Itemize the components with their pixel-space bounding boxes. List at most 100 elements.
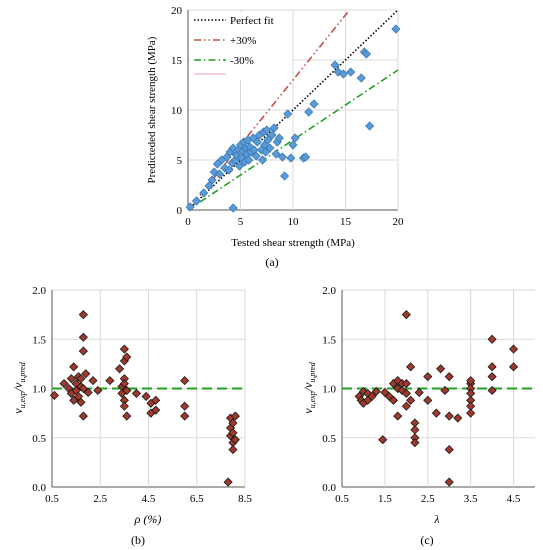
a-data-point bbox=[257, 155, 268, 165]
a-data-point bbox=[309, 99, 319, 109]
a-data-point bbox=[338, 69, 348, 79]
b-data-point bbox=[119, 401, 129, 411]
a-data-point bbox=[224, 165, 234, 175]
a-data-point bbox=[277, 152, 288, 162]
b-data-point bbox=[119, 344, 129, 354]
a-y-tick-label: 5 bbox=[177, 155, 183, 167]
c-data-point bbox=[406, 362, 416, 372]
b-data-point bbox=[59, 379, 69, 389]
a-data-point bbox=[365, 121, 375, 131]
b-data-point bbox=[78, 332, 88, 342]
c-data-point bbox=[423, 372, 433, 382]
a-data-point bbox=[204, 181, 214, 191]
b-data-point bbox=[66, 374, 76, 384]
b-y-tick-label: 0.5 bbox=[32, 433, 46, 445]
b-x-tick-label: 0.5 bbox=[45, 493, 59, 505]
a-data-point bbox=[361, 49, 372, 59]
a-data-point bbox=[290, 133, 300, 143]
b-y-tick-label: 1.5 bbox=[32, 334, 46, 346]
c-data-point bbox=[371, 386, 381, 397]
c-data-point bbox=[401, 379, 411, 389]
a-data-point bbox=[346, 67, 356, 77]
b-data-point bbox=[78, 346, 88, 356]
b-data-point bbox=[228, 428, 238, 438]
c-data-point bbox=[444, 477, 454, 487]
a-x-tick-label: 15 bbox=[340, 216, 352, 228]
panel-b-points bbox=[49, 310, 240, 487]
a-data-point bbox=[280, 171, 290, 181]
c-data-point bbox=[436, 364, 446, 374]
b-data-point bbox=[228, 445, 238, 455]
b-y-tick-label: 1.0 bbox=[32, 384, 46, 396]
panel-a-caption: (a) bbox=[265, 255, 278, 269]
a-data-point bbox=[265, 143, 275, 153]
c-data-point bbox=[444, 372, 454, 382]
a-data-point bbox=[244, 155, 254, 165]
b-x-tick-label: 8.5 bbox=[238, 493, 252, 505]
b-data-point bbox=[105, 376, 115, 386]
b-data-point bbox=[78, 310, 88, 320]
b-data-point bbox=[49, 390, 59, 400]
a-line-perfect-fit bbox=[187, 9, 399, 211]
legend-label-plus-30: +30% bbox=[230, 35, 256, 47]
a-data-point bbox=[228, 203, 238, 213]
a-data-point bbox=[234, 161, 245, 171]
c-data-point bbox=[487, 334, 497, 344]
b-data-point bbox=[81, 369, 91, 379]
panel-a-x-label: Tested shear strength (MPa) bbox=[231, 237, 355, 249]
c-data-point bbox=[508, 344, 519, 354]
c-x-tick-label: 4.5 bbox=[507, 493, 521, 505]
a-data-point bbox=[207, 175, 217, 185]
c-y-tick-label: 1.5 bbox=[322, 334, 336, 346]
panel-c-caption: (c) bbox=[420, 533, 433, 547]
a-data-point bbox=[252, 137, 262, 147]
c-y-tick-label: 0.0 bbox=[322, 482, 336, 494]
b-data-point bbox=[76, 397, 86, 407]
b-data-point bbox=[151, 405, 161, 415]
c-data-point bbox=[444, 445, 454, 455]
c-data-point bbox=[414, 387, 424, 398]
c-data-point bbox=[487, 362, 497, 372]
b-y-tick-label: 0.0 bbox=[32, 482, 46, 494]
b-data-point bbox=[180, 411, 190, 421]
c-data-point bbox=[440, 385, 450, 396]
a-data-point bbox=[263, 135, 273, 145]
c-data-point bbox=[466, 376, 476, 386]
a-data-point bbox=[267, 130, 277, 140]
a-x-tick-label: 0 bbox=[185, 216, 191, 228]
b-data-point bbox=[122, 385, 132, 396]
a-data-point bbox=[356, 73, 366, 83]
panel-a-legend-box bbox=[190, 12, 292, 80]
c-data-point bbox=[378, 435, 388, 445]
a-line--30- bbox=[187, 9, 351, 211]
a-data-point bbox=[286, 153, 296, 163]
panel-c: 0.00.51.01.52.00.5 1.5 2.5 3.5 4.5 λ vu,exp/… bbox=[301, 285, 535, 547]
b-data-point bbox=[93, 385, 103, 396]
b-data-point bbox=[228, 418, 238, 428]
b-data-point bbox=[230, 435, 240, 445]
a-data-point bbox=[199, 188, 209, 198]
c-y-tick-label: 0.5 bbox=[322, 433, 336, 445]
b-data-point bbox=[69, 362, 79, 372]
panel-b: 0.00.51.01.52.00.5 2.5 4.5 6.5 8.5 ρ (%) vu,… bbox=[11, 285, 252, 547]
a-data-point bbox=[269, 123, 279, 133]
c-data-point bbox=[466, 408, 476, 418]
c-x-tick-label: 0.5 bbox=[335, 493, 349, 505]
b-data-point bbox=[131, 388, 142, 398]
a-data-point bbox=[391, 24, 401, 34]
c-data-point bbox=[410, 438, 420, 448]
a-y-tick-label: 0 bbox=[177, 205, 183, 217]
a-y-tick-label: 15 bbox=[171, 55, 183, 67]
a-data-point bbox=[304, 107, 314, 117]
b-y-tick-label: 2.0 bbox=[32, 285, 46, 297]
panel-a-tick-labels: 0 5 10 15 20 0 5 10 15 20 bbox=[171, 5, 404, 228]
c-data-point bbox=[508, 362, 519, 372]
a-x-tick-label: 10 bbox=[288, 216, 300, 228]
b-data-point bbox=[69, 395, 79, 405]
b-data-point bbox=[119, 379, 129, 389]
a-data-point bbox=[274, 133, 284, 143]
b-data-point bbox=[78, 411, 88, 421]
a-data-point bbox=[283, 109, 293, 119]
panel-a-legend: Perfect fit +30% -30% bbox=[190, 12, 292, 80]
a-data-point bbox=[185, 202, 195, 212]
